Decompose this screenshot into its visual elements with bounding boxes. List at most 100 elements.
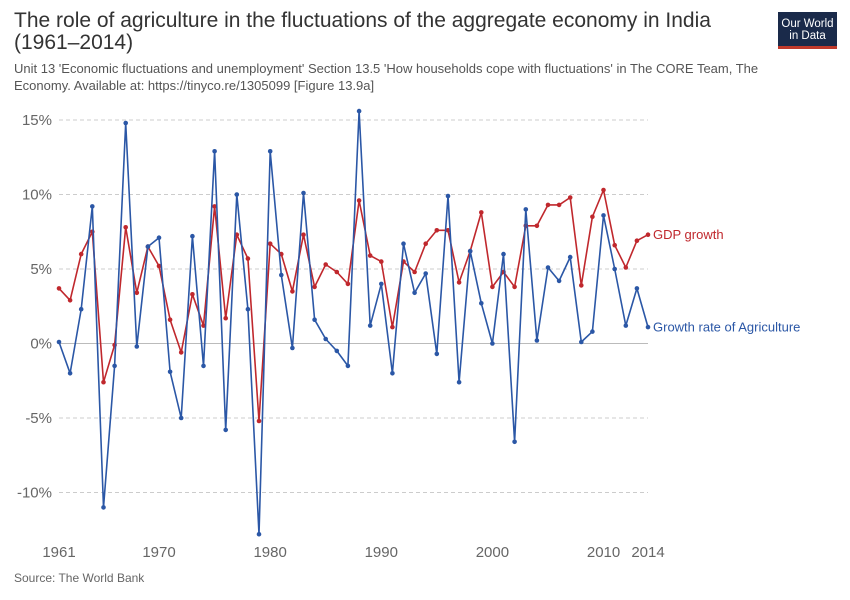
data-point[interactable] (556, 278, 562, 284)
data-point[interactable] (201, 323, 206, 328)
data-point[interactable] (167, 369, 173, 375)
data-point[interactable] (256, 418, 262, 424)
data-point[interactable] (434, 228, 440, 233)
data-point[interactable] (323, 336, 329, 342)
data-point[interactable] (134, 290, 140, 296)
data-point[interactable] (178, 415, 184, 421)
data-point[interactable] (623, 323, 629, 328)
data-point[interactable] (479, 210, 484, 215)
data-point[interactable] (534, 338, 540, 343)
data-point[interactable] (545, 265, 551, 270)
data-point[interactable] (312, 317, 317, 323)
data-point[interactable] (556, 202, 562, 208)
data-point[interactable] (423, 271, 429, 276)
data-point[interactable] (434, 351, 440, 357)
data-point[interactable] (467, 248, 473, 254)
data-point[interactable] (590, 329, 595, 334)
data-point[interactable] (190, 292, 195, 297)
data-point[interactable] (512, 284, 517, 290)
data-point[interactable] (412, 269, 417, 275)
data-point[interactable] (334, 269, 340, 275)
data-point[interactable] (367, 323, 373, 328)
data-point[interactable] (490, 284, 495, 290)
data-point[interactable] (534, 223, 540, 229)
data-point[interactable] (645, 324, 651, 330)
data-point[interactable] (223, 315, 228, 321)
data-point[interactable] (145, 244, 151, 249)
data-point[interactable] (212, 149, 217, 154)
our-world-in-data-logo[interactable]: Our World in Data (778, 12, 837, 49)
data-point[interactable] (234, 192, 240, 197)
data-point[interactable] (267, 241, 273, 246)
data-point[interactable] (290, 289, 295, 294)
data-point[interactable] (567, 195, 573, 200)
data-point[interactable] (412, 290, 417, 296)
data-point[interactable] (90, 204, 95, 209)
data-point[interactable] (112, 363, 117, 369)
data-point[interactable] (379, 259, 384, 264)
data-point[interactable] (623, 265, 629, 270)
data-point[interactable] (78, 306, 84, 312)
data-point[interactable] (456, 280, 462, 285)
data-point[interactable] (56, 286, 62, 291)
data-point[interactable] (479, 301, 484, 306)
data-point[interactable] (379, 281, 384, 287)
data-point[interactable] (312, 284, 317, 290)
data-point[interactable] (190, 233, 195, 239)
data-point[interactable] (356, 198, 362, 203)
data-point[interactable] (612, 242, 617, 248)
data-point[interactable] (212, 204, 217, 209)
data-point[interactable] (334, 348, 340, 354)
data-point[interactable] (612, 266, 617, 272)
data-point[interactable] (367, 253, 373, 258)
data-point[interactable] (545, 202, 551, 208)
data-point[interactable] (401, 241, 406, 246)
data-point[interactable] (590, 214, 595, 220)
data-point[interactable] (156, 235, 162, 240)
data-point[interactable] (345, 281, 351, 287)
data-point[interactable] (423, 241, 429, 246)
data-point[interactable] (390, 371, 395, 376)
data-point[interactable] (456, 379, 462, 385)
data-point[interactable] (501, 251, 506, 257)
data-point[interactable] (390, 324, 395, 330)
data-point[interactable] (290, 345, 295, 351)
data-point[interactable] (579, 339, 584, 345)
data-point[interactable] (356, 108, 362, 114)
data-point[interactable] (567, 254, 573, 260)
data-point[interactable] (167, 317, 173, 323)
data-point[interactable] (345, 363, 351, 369)
data-point[interactable] (256, 531, 262, 537)
data-point[interactable] (56, 339, 62, 345)
data-point[interactable] (267, 149, 273, 154)
data-point[interactable] (67, 298, 73, 303)
data-point[interactable] (156, 263, 162, 269)
data-point[interactable] (134, 344, 140, 349)
data-point[interactable] (78, 251, 84, 257)
data-point[interactable] (201, 363, 206, 369)
data-point[interactable] (490, 341, 495, 346)
data-point[interactable] (301, 190, 306, 196)
data-point[interactable] (601, 187, 606, 193)
data-point[interactable] (245, 256, 251, 261)
data-point[interactable] (645, 232, 651, 237)
data-point[interactable] (445, 193, 451, 199)
data-point[interactable] (245, 306, 251, 312)
data-point[interactable] (101, 505, 106, 510)
data-point[interactable] (223, 427, 228, 433)
data-point[interactable] (323, 262, 329, 267)
data-point[interactable] (601, 213, 606, 218)
data-point[interactable] (67, 371, 73, 376)
data-point[interactable] (123, 120, 128, 126)
data-point[interactable] (123, 225, 128, 230)
data-point[interactable] (178, 350, 184, 355)
data-point[interactable] (579, 283, 584, 288)
data-point[interactable] (523, 207, 529, 212)
data-point[interactable] (301, 232, 306, 237)
data-point[interactable] (634, 286, 640, 291)
data-point[interactable] (512, 439, 517, 445)
data-point[interactable] (279, 272, 284, 278)
data-point[interactable] (634, 238, 640, 243)
data-point[interactable] (101, 379, 106, 385)
data-point[interactable] (445, 228, 451, 233)
